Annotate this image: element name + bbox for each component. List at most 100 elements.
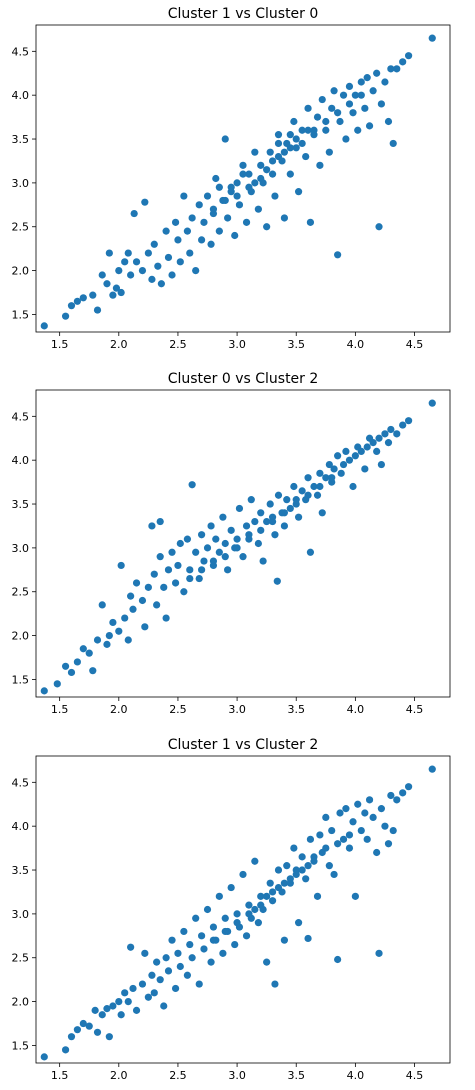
data-point xyxy=(294,919,303,927)
data-point xyxy=(286,504,294,513)
data-point xyxy=(375,949,383,957)
data-point xyxy=(162,614,170,622)
data-point xyxy=(209,205,218,213)
data-point xyxy=(342,447,350,455)
data-point xyxy=(103,280,111,288)
data-point xyxy=(162,954,170,962)
data-point xyxy=(192,914,200,922)
data-point xyxy=(153,601,161,609)
data-point xyxy=(254,539,262,548)
data-point xyxy=(67,302,76,310)
data-point xyxy=(227,188,235,196)
data-point xyxy=(200,218,208,226)
data-point xyxy=(306,835,315,843)
data-point xyxy=(363,74,371,82)
data-point xyxy=(156,517,164,526)
data-point xyxy=(428,765,436,773)
data-point xyxy=(354,800,362,808)
data-point xyxy=(227,883,235,892)
data-point xyxy=(268,517,277,526)
data-point xyxy=(351,91,359,99)
data-point xyxy=(207,240,215,248)
data-point xyxy=(183,535,192,543)
data-point xyxy=(294,513,303,521)
data-point xyxy=(233,179,241,187)
data-point xyxy=(322,126,330,134)
data-point xyxy=(365,122,374,130)
data-point xyxy=(117,288,125,297)
data-point xyxy=(316,161,324,169)
data-point xyxy=(40,687,48,695)
data-point xyxy=(73,1026,81,1034)
y-tick-label: 4.0 xyxy=(12,454,30,467)
data-point xyxy=(325,862,333,870)
x-tick-label: 2.0 xyxy=(110,338,128,351)
data-point xyxy=(129,984,137,993)
data-point xyxy=(164,566,173,574)
data-point xyxy=(316,831,324,839)
data-point xyxy=(306,218,315,226)
data-point xyxy=(363,835,371,843)
x-tick-label: 3.5 xyxy=(287,1069,305,1082)
y-tick-label: 1.5 xyxy=(12,1039,30,1052)
y-tick-label: 2.5 xyxy=(12,952,30,965)
data-point xyxy=(274,131,283,139)
data-point xyxy=(345,844,354,852)
data-point xyxy=(215,892,223,900)
data-point xyxy=(195,980,203,988)
data-point xyxy=(200,945,208,953)
data-point xyxy=(399,58,407,66)
data-point xyxy=(91,1006,99,1014)
data-point xyxy=(363,443,371,451)
data-point xyxy=(263,166,271,174)
data-point xyxy=(168,271,176,279)
data-point xyxy=(239,170,247,178)
data-point xyxy=(357,447,365,455)
data-point xyxy=(124,998,132,1006)
data-point xyxy=(138,596,147,605)
x-tick-label: 2.0 xyxy=(110,1069,128,1082)
data-point xyxy=(168,548,176,556)
data-point xyxy=(304,104,312,112)
data-point xyxy=(192,548,200,556)
data-point xyxy=(298,853,306,861)
data-point xyxy=(266,148,274,156)
data-point xyxy=(357,91,365,99)
x-tick-label: 3.5 xyxy=(287,338,305,351)
data-point xyxy=(384,117,393,126)
data-point xyxy=(188,481,196,489)
y-tick-label: 1.5 xyxy=(12,308,30,321)
data-point xyxy=(73,658,81,666)
x-tick-label: 4.5 xyxy=(406,1069,424,1082)
data-point xyxy=(304,474,312,482)
data-point xyxy=(144,583,152,591)
data-point xyxy=(318,95,326,104)
data-point xyxy=(361,465,369,473)
data-point xyxy=(148,971,156,979)
data-point xyxy=(115,998,123,1006)
data-point xyxy=(180,588,188,596)
data-point xyxy=(271,980,279,988)
data-point xyxy=(141,949,149,957)
y-tick-label: 3.0 xyxy=(12,542,30,555)
data-point xyxy=(203,192,212,200)
y-tick-label: 4.5 xyxy=(12,410,30,423)
points-group xyxy=(40,765,436,1061)
data-point xyxy=(233,192,241,200)
data-point xyxy=(93,1028,102,1036)
x-tick-label: 2.5 xyxy=(169,1069,187,1082)
x-tick-label: 3.0 xyxy=(228,703,246,716)
data-point xyxy=(302,875,310,883)
data-point xyxy=(67,1033,76,1041)
data-point xyxy=(171,579,180,587)
data-point xyxy=(257,509,265,517)
data-point xyxy=(292,496,300,504)
data-point xyxy=(280,879,288,887)
data-point xyxy=(103,1005,111,1013)
data-point xyxy=(219,513,227,521)
data-point xyxy=(334,840,342,848)
data-point xyxy=(61,662,70,670)
axes-frame xyxy=(35,755,451,1064)
data-point xyxy=(186,940,194,949)
data-point xyxy=(274,152,283,161)
